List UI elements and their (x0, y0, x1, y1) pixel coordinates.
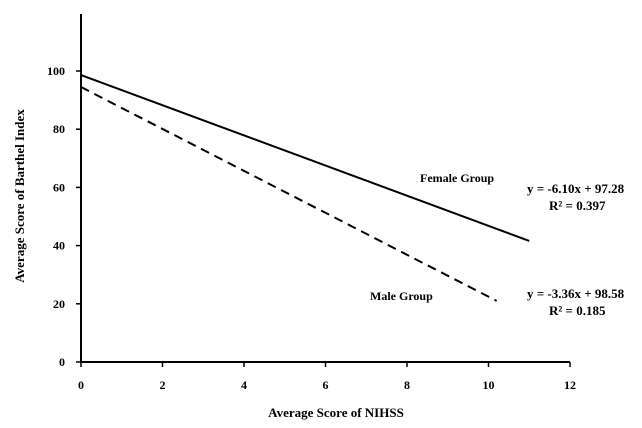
series-lines (80, 74, 530, 302)
y-tick-label: 40 (53, 239, 65, 253)
tick-marks: 0 2 4 6 8 10 12 0 20 40 60 80 100 (47, 64, 576, 392)
y-axis-title: Average Score of Barthel Index (12, 109, 27, 283)
x-tick-label: 12 (564, 378, 576, 392)
y-tick-label: 60 (53, 180, 65, 194)
x-tick-label: 10 (483, 378, 495, 392)
x-tick-label: 6 (323, 378, 329, 392)
y-tick-label: 20 (53, 297, 65, 311)
y-tick-label: 80 (53, 122, 65, 136)
male-group-line (80, 86, 498, 302)
female-regression-equation: y = -6.10x + 97.28 (527, 181, 625, 196)
x-tick-label: 0 (78, 378, 84, 392)
x-tick-label: 8 (404, 378, 410, 392)
axes (80, 14, 570, 363)
female-group-label: Female Group (420, 171, 494, 185)
male-r-squared: R² = 0.185 (549, 303, 606, 318)
y-tick-label: 0 (59, 355, 65, 369)
y-tick-label: 100 (47, 64, 65, 78)
male-regression-equation: y = -3.36x + 98.58 (527, 286, 625, 301)
female-group-line (80, 74, 530, 242)
female-r-squared: R² = 0.397 (549, 198, 606, 213)
x-tick-label: 4 (241, 378, 247, 392)
x-axis-title: Average Score of NIHSS (268, 405, 404, 420)
male-group-label: Male Group (370, 289, 433, 303)
x-tick-label: 2 (160, 378, 166, 392)
